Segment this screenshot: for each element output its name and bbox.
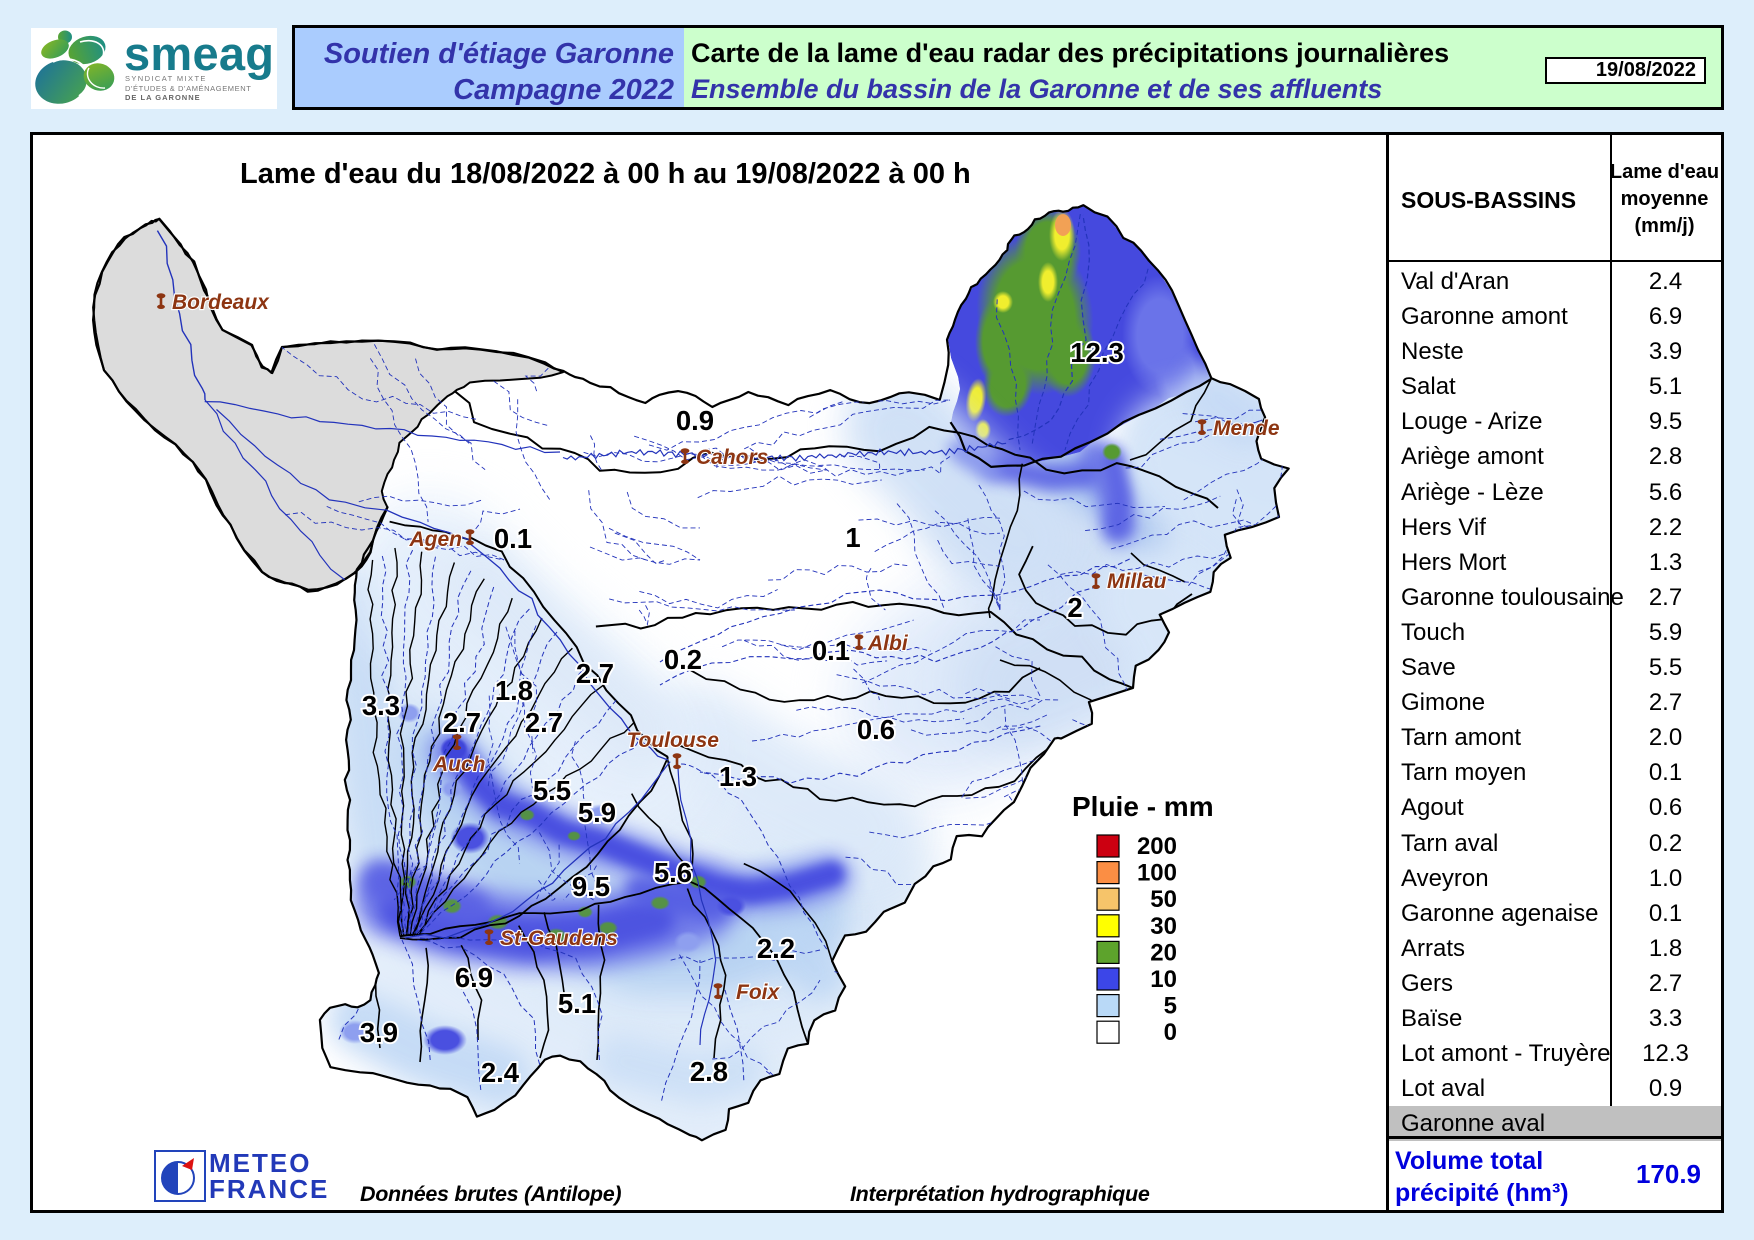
svg-text:D'ÉTUDES & D'AMÉNAGEMENT: D'ÉTUDES & D'AMÉNAGEMENT [125, 84, 251, 93]
svg-text:2.7: 2.7 [525, 707, 563, 738]
svg-text:2.2: 2.2 [757, 933, 795, 964]
svg-text:5: 5 [1164, 993, 1177, 1020]
svg-text:Bordeaux: Bordeaux [172, 291, 270, 314]
svg-text:SYNDICAT MIXTE: SYNDICAT MIXTE [125, 74, 207, 83]
svg-text:30: 30 [1150, 913, 1177, 940]
svg-text:0.1: 0.1 [494, 523, 532, 554]
svg-text:200: 200 [1137, 833, 1177, 860]
svg-text:Cahors: Cahors [696, 446, 768, 469]
svg-text:50: 50 [1150, 886, 1177, 913]
svg-text:Foix: Foix [736, 981, 780, 1004]
svg-text:Auch: Auch [432, 753, 486, 776]
svg-text:0.1: 0.1 [812, 635, 850, 666]
svg-text:Mende: Mende [1213, 417, 1280, 440]
svg-text:5.9: 5.9 [578, 797, 616, 828]
svg-text:2: 2 [1067, 592, 1082, 623]
svg-text:6.9: 6.9 [455, 962, 493, 993]
svg-text:0.9: 0.9 [676, 405, 714, 436]
svg-text:2.4: 2.4 [481, 1057, 520, 1088]
svg-text:Toulouse: Toulouse [626, 729, 719, 752]
svg-text:Millau: Millau [1107, 570, 1167, 593]
svg-text:2.7: 2.7 [443, 707, 481, 738]
svg-text:Pluie - mm: Pluie - mm [1072, 791, 1214, 822]
svg-text:5.6: 5.6 [654, 857, 692, 888]
svg-text:Agen: Agen [409, 528, 463, 551]
svg-text:12.3: 12.3 [1070, 337, 1124, 368]
svg-text:1.3: 1.3 [719, 761, 757, 792]
svg-text:0: 0 [1164, 1019, 1177, 1046]
svg-text:1: 1 [845, 522, 860, 553]
svg-text:0.2: 0.2 [664, 644, 702, 675]
svg-text:smeag: smeag [124, 28, 274, 80]
svg-text:0.6: 0.6 [857, 714, 895, 745]
svg-text:Albi: Albi [867, 632, 909, 655]
svg-text:1.8: 1.8 [495, 675, 533, 706]
svg-text:St-Gaudens: St-Gaudens [500, 927, 618, 950]
svg-text:Lame d'eau du 18/08/2022 à 00: Lame d'eau du 18/08/2022 à 00 h au 19/08… [240, 158, 971, 190]
svg-text:20: 20 [1150, 939, 1177, 966]
svg-text:DE LA GARONNE: DE LA GARONNE [125, 93, 201, 102]
svg-text:5.1: 5.1 [558, 988, 596, 1019]
svg-text:3.9: 3.9 [360, 1017, 398, 1048]
svg-text:3.3: 3.3 [362, 690, 400, 721]
svg-text:2.8: 2.8 [690, 1056, 728, 1087]
svg-text:100: 100 [1137, 860, 1177, 887]
svg-text:9.5: 9.5 [572, 871, 610, 902]
svg-text:5.5: 5.5 [533, 775, 571, 806]
svg-text:2.7: 2.7 [576, 658, 614, 689]
svg-text:10: 10 [1150, 966, 1177, 993]
